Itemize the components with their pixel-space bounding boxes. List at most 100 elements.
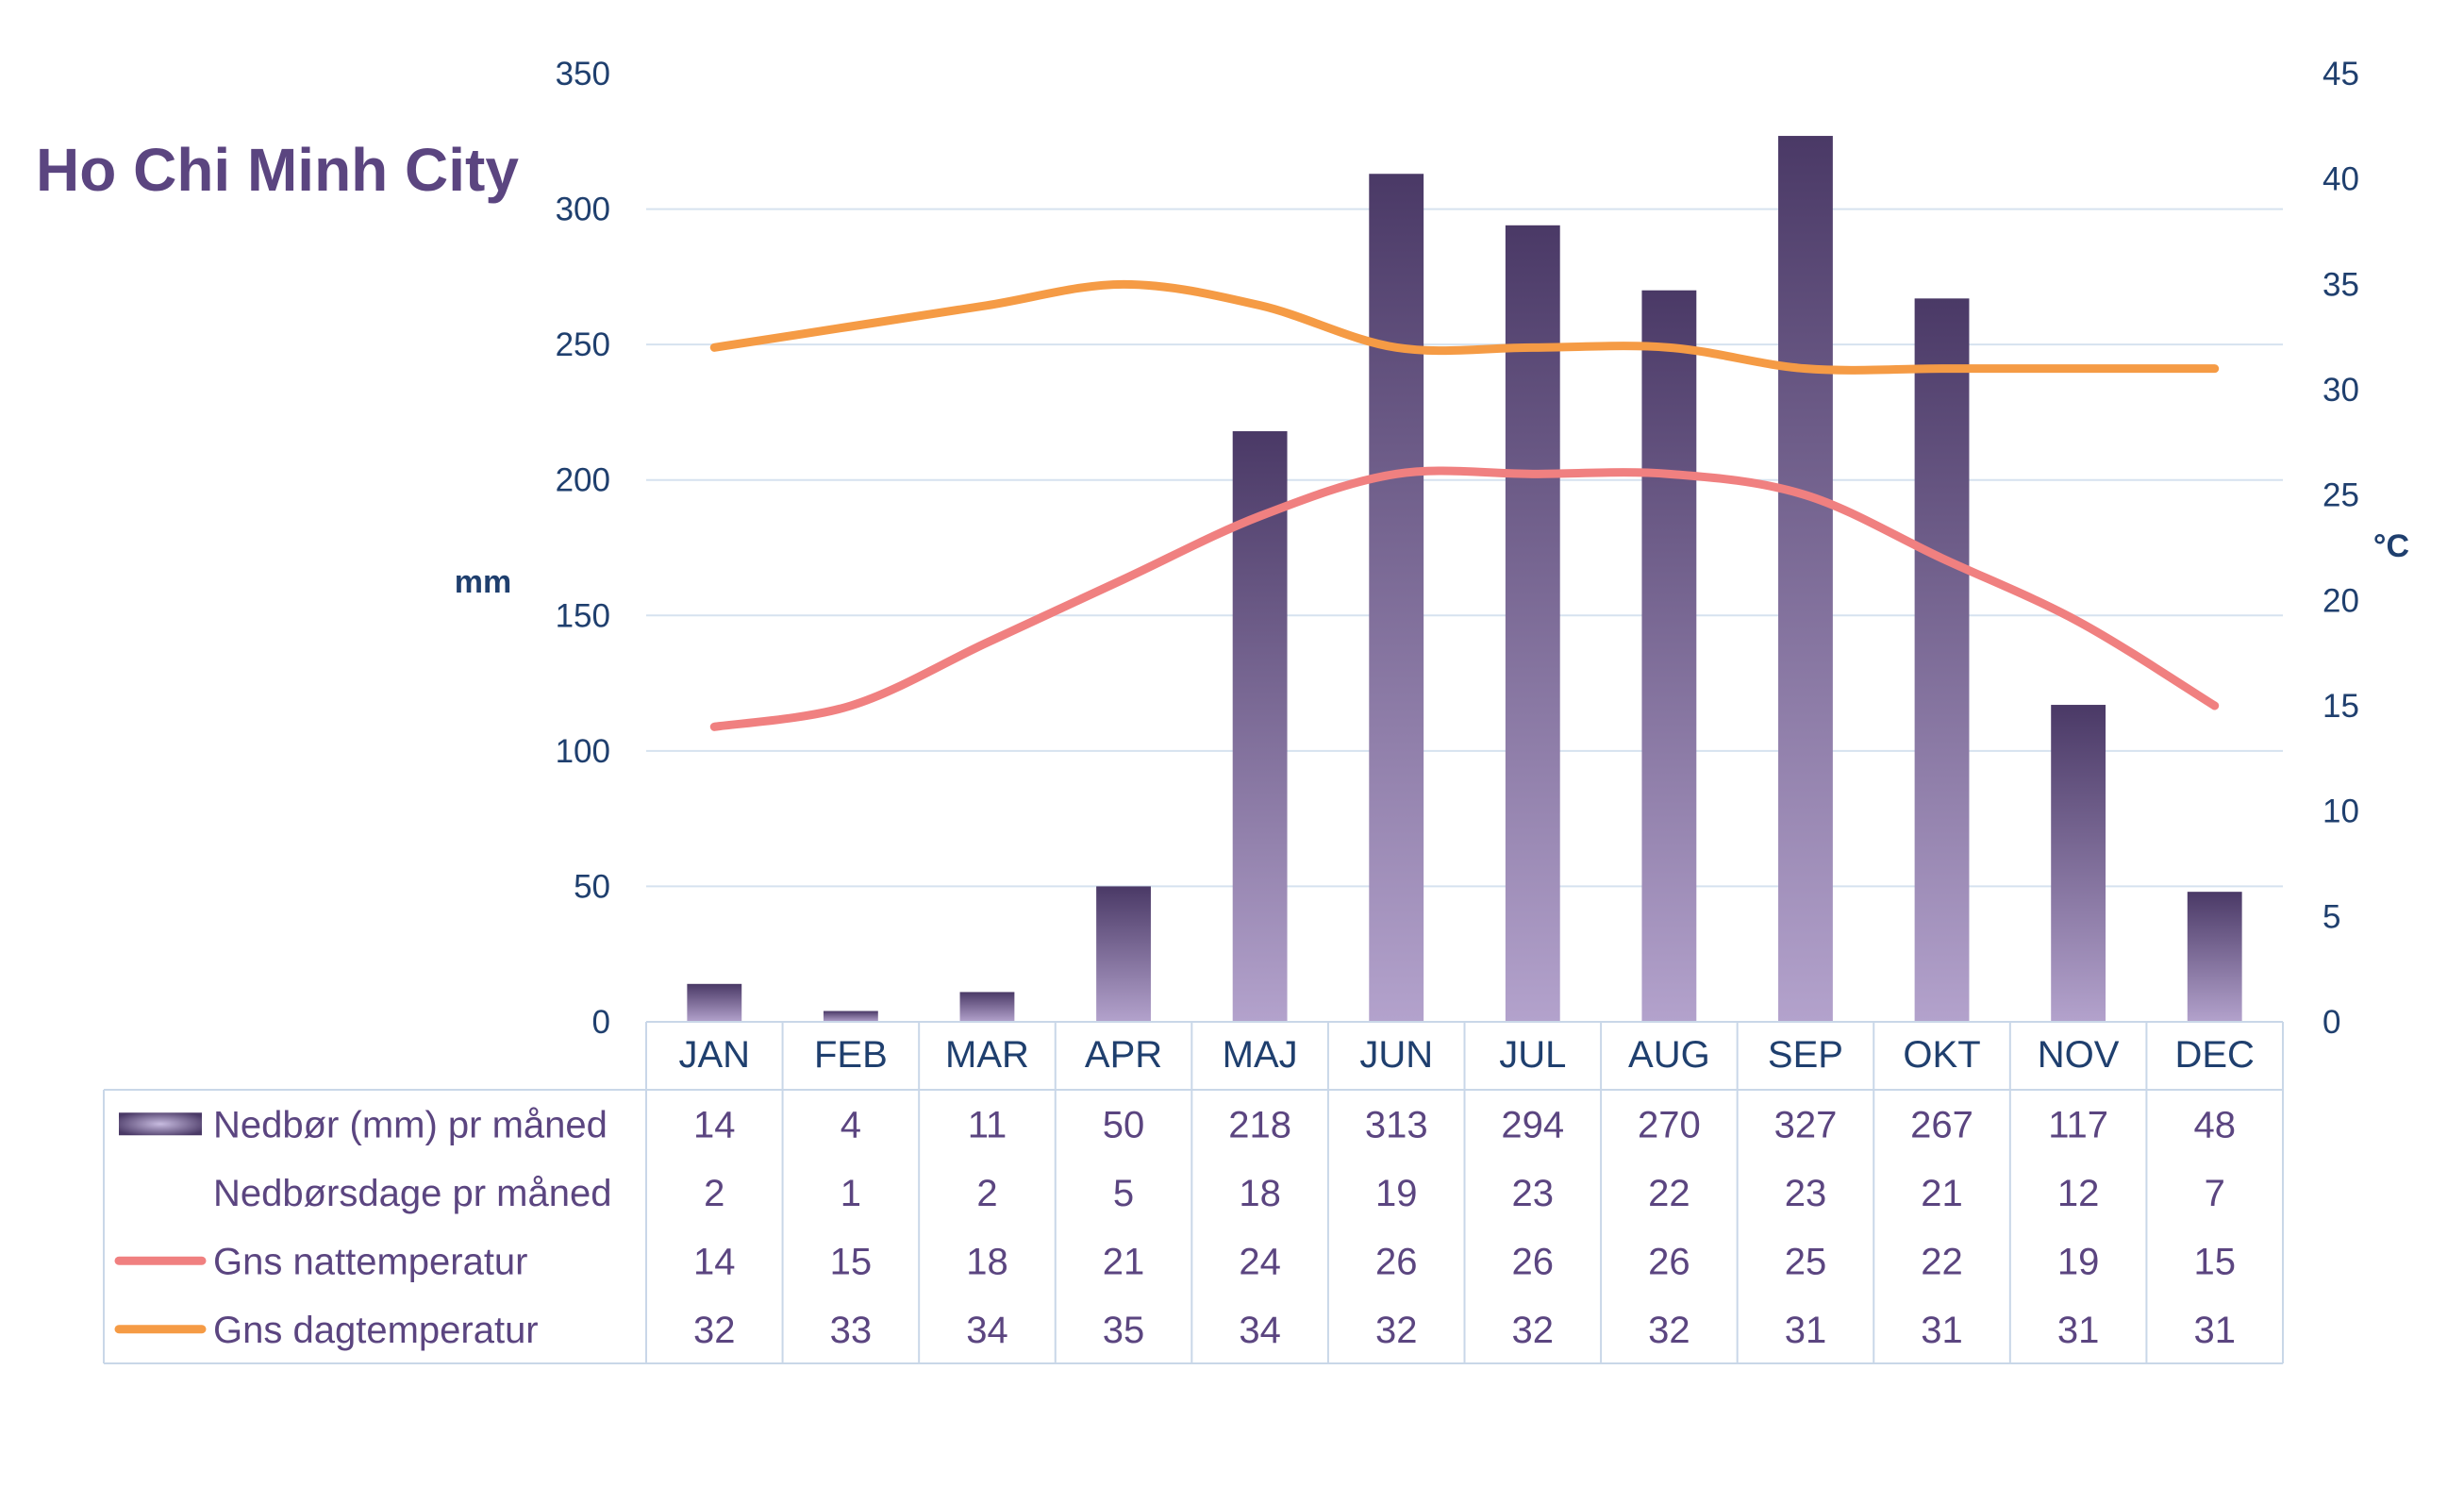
left-tick-label: 150 <box>556 597 610 634</box>
precipitation-bar <box>1232 431 1288 1022</box>
left-tick-label: 250 <box>556 326 610 363</box>
left-axis-unit: mm <box>455 564 511 600</box>
table-cell: 7 <box>2205 1173 2225 1214</box>
right-tick-label: 30 <box>2322 372 2359 409</box>
table-cell: 23 <box>1512 1173 1555 1214</box>
row-label: Gns dagtemperatur <box>213 1310 539 1351</box>
table-cell: 12 <box>2057 1173 2100 1214</box>
table-cell: 32 <box>693 1310 736 1351</box>
right-tick-label: 45 <box>2322 56 2359 92</box>
precipitation-bar <box>1778 136 1833 1023</box>
table-cell: 14 <box>693 1104 736 1145</box>
table-cell: 23 <box>1785 1173 1827 1214</box>
precipitation-bar <box>2187 892 2242 1022</box>
table-cell: 33 <box>830 1310 873 1351</box>
category-label: FEB <box>814 1034 888 1076</box>
table-cell: 34 <box>966 1310 1008 1351</box>
precipitation-bar <box>1369 174 1424 1022</box>
right-tick-label: 35 <box>2322 266 2359 303</box>
right-axis-unit: °C <box>2373 528 2409 564</box>
category-label: AUG <box>1628 1034 1710 1076</box>
left-tick-label: 200 <box>556 462 610 499</box>
category-label: SEP <box>1768 1034 1843 1076</box>
table-cell: 31 <box>1921 1310 1963 1351</box>
category-label: OKT <box>1903 1034 1980 1076</box>
table-cell: 267 <box>1910 1104 1973 1145</box>
table-cell: 11 <box>968 1104 1007 1145</box>
table-cell: 19 <box>2057 1241 2100 1282</box>
precipitation-bar <box>823 1011 878 1022</box>
left-tick-label: 350 <box>556 56 610 92</box>
table-cell: 270 <box>1638 1104 1701 1145</box>
table-cell: 4 <box>841 1104 861 1145</box>
table-cell: 2 <box>976 1173 997 1214</box>
table-cell: 21 <box>1103 1241 1145 1282</box>
category-label: JUN <box>1359 1034 1433 1076</box>
left-tick-label: 50 <box>574 868 610 905</box>
table-cell: 15 <box>2193 1241 2236 1282</box>
precipitation-bar <box>1641 290 1697 1022</box>
left-tick-label: 0 <box>592 1004 610 1041</box>
table-cell: 1 <box>841 1173 861 1214</box>
table-cell: 5 <box>1113 1173 1134 1214</box>
night-temperature-line <box>709 466 2220 731</box>
table-cell: 218 <box>1228 1104 1291 1145</box>
table-cell: 31 <box>2057 1310 2100 1351</box>
table-cell: 19 <box>1375 1173 1418 1214</box>
right-tick-label: 15 <box>2322 688 2359 725</box>
category-label: NOV <box>2038 1034 2120 1076</box>
table-cell: 32 <box>1375 1310 1418 1351</box>
right-tick-label: 25 <box>2322 477 2359 514</box>
row-label: Nedbør (mm) pr måned <box>213 1104 608 1145</box>
table-cell: 24 <box>1239 1241 1281 1282</box>
table-cell: 117 <box>2048 1104 2108 1145</box>
category-label: MAR <box>945 1034 1029 1076</box>
right-tick-label: 10 <box>2322 794 2359 830</box>
table-cell: 15 <box>830 1241 873 1282</box>
data-table: JAN FEB MAR APR MAJ JUN JUL AUG SEP OKT NOV DEC Nedb… <box>103 1022 2284 1364</box>
table-cell: 26 <box>1512 1241 1555 1282</box>
table-cell: 26 <box>1648 1241 1690 1282</box>
right-tick-label: 20 <box>2322 582 2359 619</box>
table-cell: 294 <box>1501 1104 1564 1145</box>
category-label: DEC <box>2174 1034 2254 1076</box>
table-cell: 48 <box>2193 1104 2236 1145</box>
table-cell: 21 <box>1921 1173 1963 1214</box>
precipitation-bar <box>1096 886 1151 1022</box>
category-label: MAJ <box>1223 1034 1298 1076</box>
row-label: Nedbørsdage pr måned <box>213 1173 611 1214</box>
precipitation-bar <box>959 992 1015 1022</box>
temperature-lines <box>709 279 2220 731</box>
table-cell: 2 <box>704 1173 724 1214</box>
left-tick-label: 300 <box>556 192 610 228</box>
table-cell: 18 <box>1239 1173 1281 1214</box>
table-cell: 32 <box>1648 1310 1690 1351</box>
table-cell: 31 <box>2193 1310 2236 1351</box>
table-cell: 31 <box>1785 1310 1827 1351</box>
table-cell: 14 <box>693 1241 736 1282</box>
axes: 0 50 100 150 200 250 300 350 0 5 10 15 20 25 30 35 40 45 <box>556 56 2359 1041</box>
category-label: APR <box>1085 1034 1162 1076</box>
gridlines <box>646 208 2283 888</box>
precipitation-bar <box>2051 705 2106 1022</box>
precipitation-bar <box>1914 298 1970 1022</box>
left-tick-label: 100 <box>556 733 610 770</box>
legend-swatch-precipitation <box>119 1112 202 1136</box>
precipitation-bar <box>687 983 742 1022</box>
table-cell: 50 <box>1103 1104 1145 1145</box>
day-temperature-line <box>709 279 2220 375</box>
row-label: Gns nattemperatur <box>213 1241 528 1282</box>
precipitation-bars <box>687 136 2242 1023</box>
right-tick-label: 5 <box>2322 898 2340 935</box>
table-cell: 34 <box>1239 1310 1281 1351</box>
right-tick-label: 0 <box>2322 1004 2340 1041</box>
table-cell: 25 <box>1785 1241 1827 1282</box>
table-cell: 32 <box>1512 1310 1555 1351</box>
chart-title: Ho Chi Minh City <box>36 136 519 204</box>
table-cell: 35 <box>1103 1310 1145 1351</box>
table-cell: 327 <box>1774 1104 1838 1145</box>
category-label: JUL <box>1499 1034 1566 1076</box>
table-cell: 22 <box>1648 1173 1690 1214</box>
precipitation-bar <box>1505 225 1560 1023</box>
